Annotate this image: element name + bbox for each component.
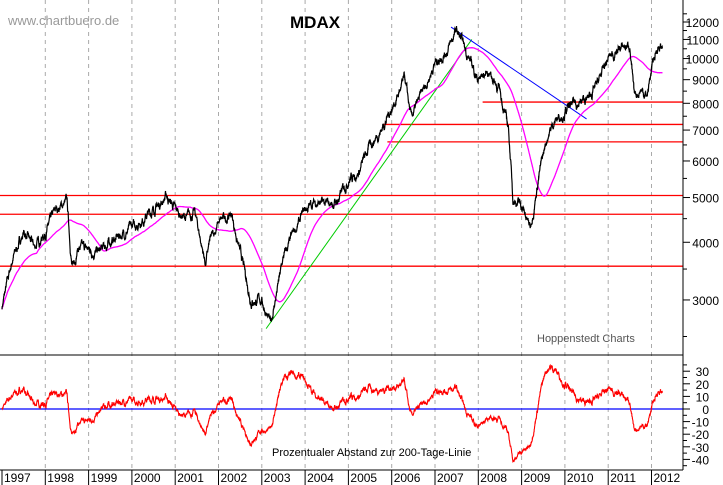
oscillator-line bbox=[1, 363, 663, 463]
x-tick-label: 2002 bbox=[221, 471, 248, 485]
x-tick-label: 2000 bbox=[134, 471, 161, 485]
osc-tick-label: 0 bbox=[702, 403, 709, 417]
y-tick-label: 7000 bbox=[692, 124, 719, 138]
osc-tick-label: -20 bbox=[692, 428, 710, 442]
x-tick-label: 2011 bbox=[610, 471, 636, 485]
osc-tick-label: -40 bbox=[692, 453, 710, 467]
oscillator-title: Prozentualer Abstand zur 200-Tage-Linie bbox=[272, 447, 471, 459]
year-gridlines bbox=[44, 0, 652, 470]
x-tick-label: 1997 bbox=[4, 471, 31, 485]
x-tick-label: 1999 bbox=[91, 471, 118, 485]
x-tick-label: 2007 bbox=[437, 471, 464, 485]
x-tick-label: 2005 bbox=[350, 471, 377, 485]
y-tick-label: 9000 bbox=[692, 74, 719, 88]
trend-line bbox=[450, 26, 587, 120]
price-line bbox=[1, 25, 663, 323]
x-tick-label: 2004 bbox=[307, 471, 334, 485]
x-tick-label: 2009 bbox=[524, 471, 551, 485]
y-tick-label: 5000 bbox=[692, 192, 719, 206]
y-tick-label: 4000 bbox=[692, 236, 719, 250]
y-tick-label: 3000 bbox=[692, 294, 719, 308]
watermark: www.chartbuero.de bbox=[7, 13, 119, 28]
x-tick-label: 2010 bbox=[567, 471, 594, 485]
y-tick-label: 11000 bbox=[687, 33, 720, 47]
osc-tick-label: 20 bbox=[696, 378, 710, 392]
chart-title: MDAX bbox=[290, 13, 341, 32]
series-layer bbox=[1, 25, 663, 463]
source-label: Hoppenstedt Charts bbox=[537, 333, 635, 345]
y-tick-label: 8000 bbox=[692, 97, 719, 111]
ma200-line bbox=[1, 47, 663, 310]
osc-tick-label: 10 bbox=[696, 390, 710, 404]
x-tick-label: 2006 bbox=[394, 471, 421, 485]
x-tick-label: 2001 bbox=[177, 471, 204, 485]
x-tick-label: 2008 bbox=[480, 471, 507, 485]
x-tick-label: 1998 bbox=[47, 471, 74, 485]
y-tick-label: 6000 bbox=[692, 155, 719, 169]
y-tick-label: 12000 bbox=[686, 16, 720, 30]
osc-tick-label: -10 bbox=[692, 416, 710, 430]
x-tick-label: 2012 bbox=[654, 471, 681, 485]
trend-line bbox=[265, 39, 473, 329]
x-tick-label: 2003 bbox=[264, 471, 291, 485]
osc-tick-label: 30 bbox=[696, 365, 710, 379]
y-tick-label: 10000 bbox=[686, 53, 720, 67]
support-lines bbox=[0, 101, 683, 410]
osc-tick-label: -30 bbox=[692, 441, 710, 455]
